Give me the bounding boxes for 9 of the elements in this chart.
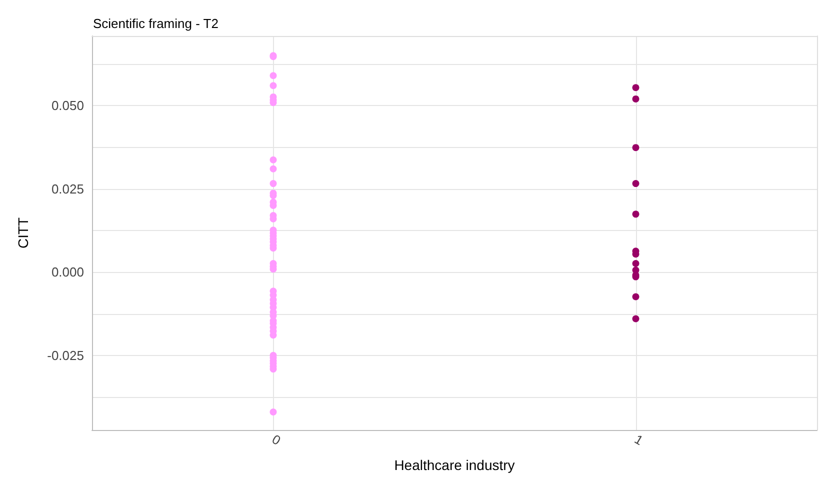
x-tick-label: 0: [270, 432, 284, 448]
y-tick-label: 0.050: [51, 98, 84, 114]
y-tick-label: 0.025: [51, 181, 84, 196]
chart-title: Scientific framing - T2: [93, 16, 218, 31]
y-tick-label: -0.025: [47, 348, 84, 363]
y-axis-title: CITT: [15, 217, 31, 249]
x-axis-title: Healthcare industry: [394, 457, 515, 473]
y-tick-label: 0.000: [51, 264, 84, 280]
x-tick-label: 1: [632, 432, 646, 448]
